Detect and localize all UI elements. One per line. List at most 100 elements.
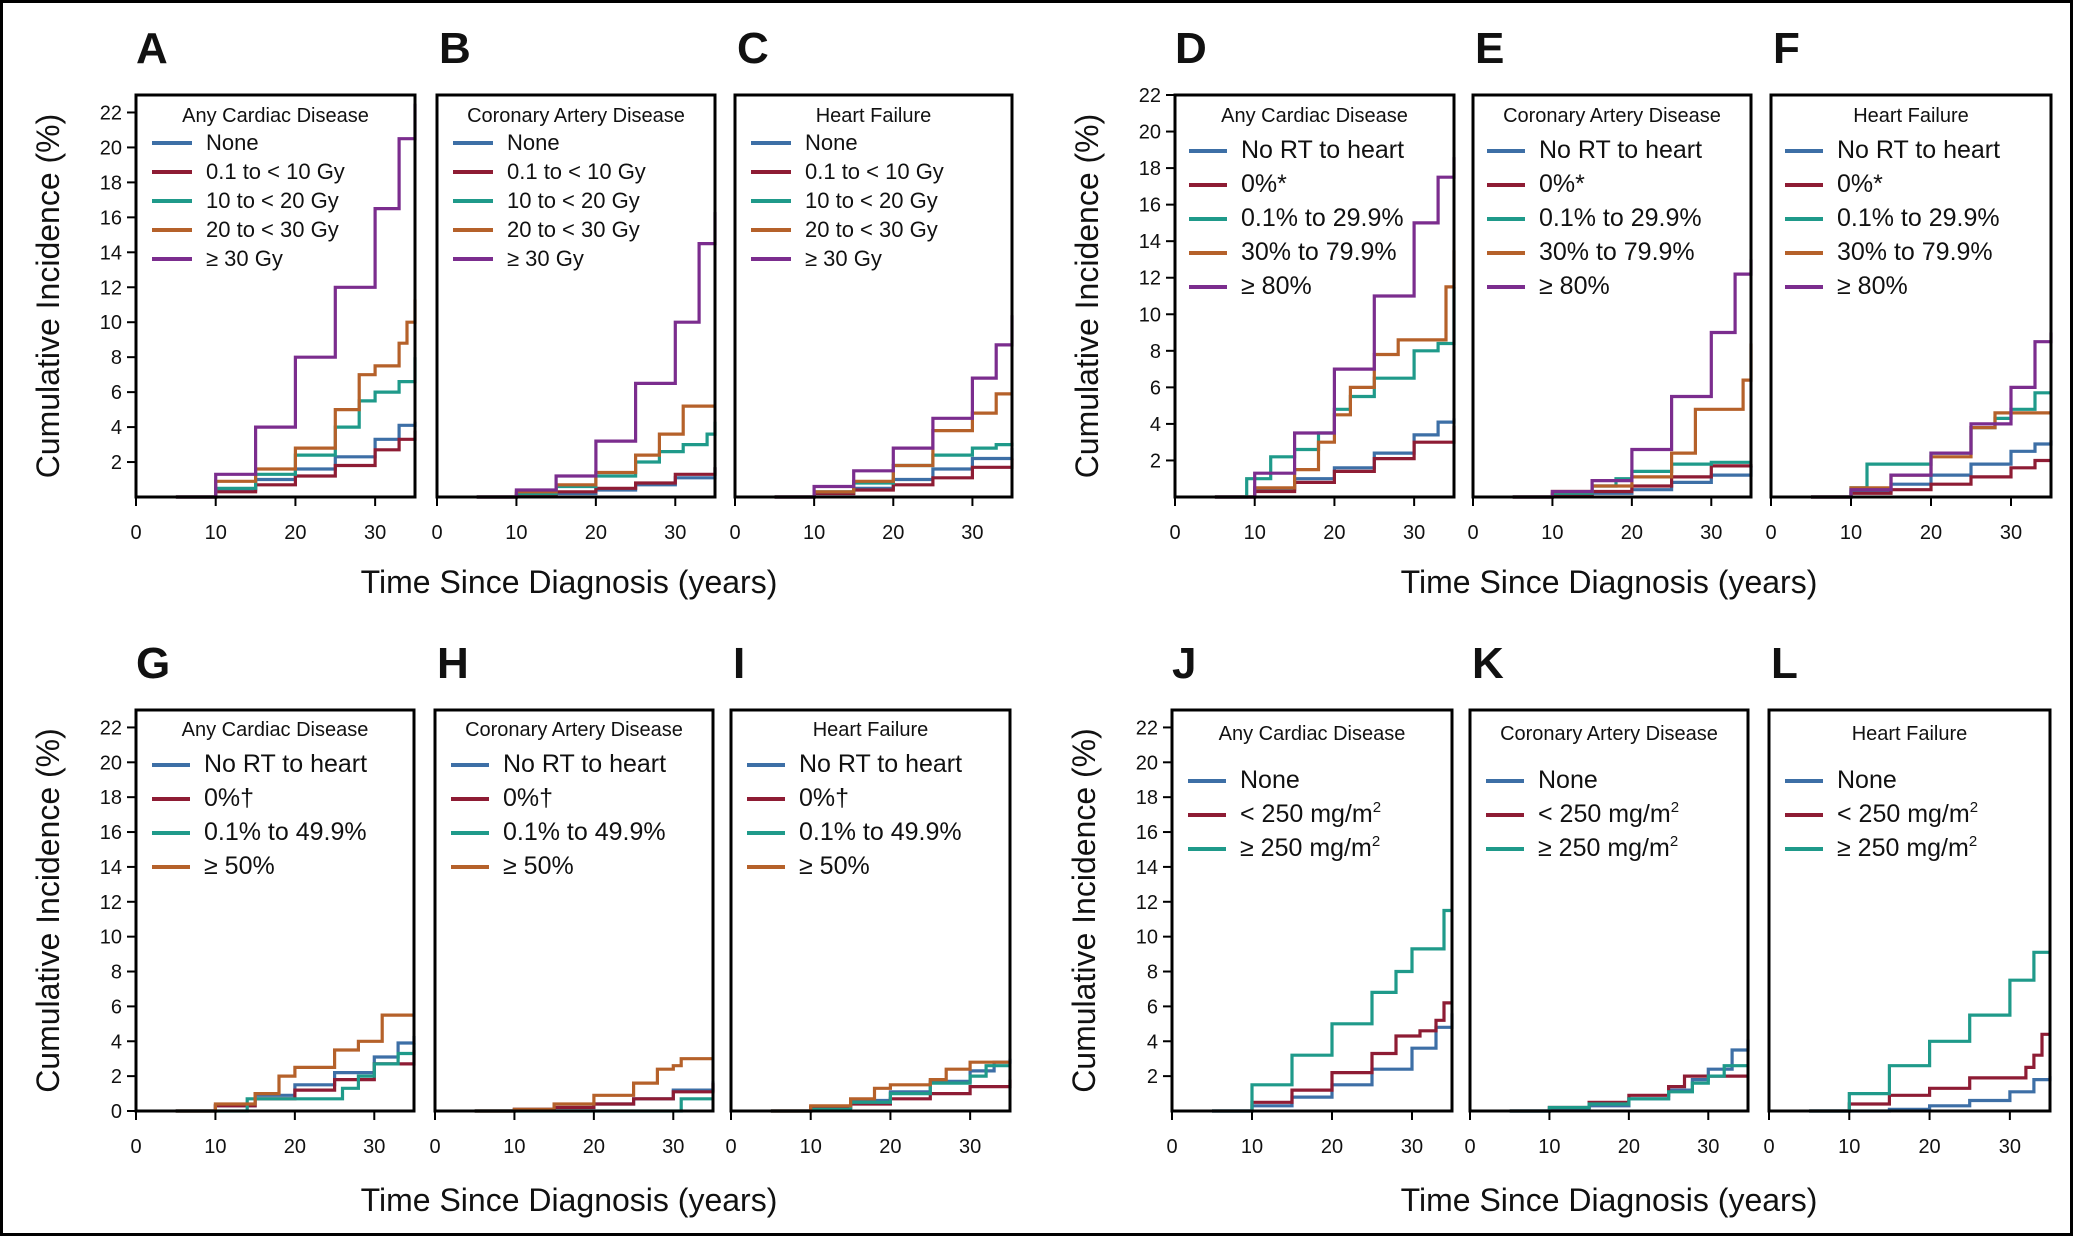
panel-letter: E	[1475, 24, 1504, 73]
legend-title: Coronary Artery Disease	[1500, 723, 1718, 745]
legend-label-purple: ≥ 80%	[1837, 272, 1908, 300]
x-tick-label: 10	[1241, 1136, 1263, 1158]
plot-frame	[134, 708, 416, 1113]
legend-label-orange: 20 to < 30 Gy	[206, 217, 339, 242]
panel-l: L 0 10 20 30 Heart Failure None < 250 mg/m2 ≥ 25…	[1763, 639, 2052, 1158]
y-tick-label: 10	[100, 312, 122, 334]
y-tick-label: 6	[111, 996, 122, 1018]
plot-frame	[1767, 708, 2052, 1113]
x-tick-label: 20	[583, 1136, 605, 1158]
legend-label-blue: None	[805, 130, 858, 155]
panel-f: F 0 10 20 30 Heart Failure No RT to heart 0%* 0.…	[1765, 24, 2053, 544]
plot-frame	[1173, 93, 1456, 499]
x-axis-title-bottom-left: Time Since Diagnosis (years)	[361, 1182, 778, 1218]
series-line-purple	[476, 212, 717, 499]
plot-frame	[733, 93, 1014, 499]
x-tick-label: 10	[803, 522, 825, 544]
y-tick-label: 8	[1147, 962, 1158, 984]
legend-label-orange: ≥ 50%	[503, 852, 574, 880]
panel-letter: H	[437, 639, 469, 688]
x-tick-label: 30	[1403, 522, 1425, 544]
plot-frame	[1769, 93, 2053, 499]
x-tick-label: 10	[505, 522, 527, 544]
x-tick-label: 0	[130, 522, 141, 544]
legend-title: Any Cardiac Disease	[182, 719, 369, 741]
x-tick-label: 10	[204, 1136, 226, 1158]
series-line-purple	[1214, 157, 1456, 499]
y-tick-label: 16	[100, 207, 122, 229]
legend-label-orange: 20 to < 30 Gy	[507, 217, 640, 242]
superscript: 2	[1373, 799, 1381, 816]
series-line-red	[1212, 1001, 1452, 1113]
panel-letter: I	[733, 639, 745, 688]
x-axis-title-top-left: Time Since Diagnosis (years)	[361, 564, 778, 600]
shared-axis-titles: Time Since Diagnosis (years) Time Since …	[361, 564, 1818, 1218]
legend-label-blue: No RT to heart	[799, 750, 962, 778]
panel-letter: F	[1773, 24, 1800, 73]
series-line-teal	[1512, 460, 1751, 499]
x-tick-label: 10	[1244, 522, 1266, 544]
panel-b: B 0 10 20 30 Coronary Artery Disease None 0.1 t…	[431, 24, 717, 544]
x-tick-label: 10	[503, 1136, 525, 1158]
legend-label-orange: 30% to 79.9%	[1837, 238, 1993, 266]
legend-label-purple: ≥ 30 Gy	[805, 246, 882, 271]
y-tick-label: 6	[1150, 377, 1161, 399]
panel-letter: L	[1771, 639, 1798, 688]
superscript: 2	[1970, 799, 1978, 816]
legend-label-blue: No RT to heart	[204, 750, 367, 778]
x-tick-label: 0	[429, 1136, 440, 1158]
legend-label-orange: 30% to 79.9%	[1539, 238, 1695, 266]
legend-label-teal: 10 to < 20 Gy	[507, 188, 640, 213]
plot-frame	[134, 93, 417, 499]
y-tick-label: 20	[1139, 122, 1161, 144]
y-tick-label: 20	[100, 137, 122, 159]
legend-label-blue: No RT to heart	[1241, 136, 1404, 164]
legend-title: Coronary Artery Disease	[467, 105, 685, 127]
legend-label-teal: ≥ 250 mg/m2	[1837, 833, 1977, 862]
plot-frame	[1468, 708, 1750, 1113]
series-line-purple	[1512, 259, 1753, 499]
x-tick-label: 30	[363, 1136, 385, 1158]
series-line-purple	[774, 315, 1014, 499]
legend-title: Coronary Artery Disease	[1503, 105, 1721, 127]
y-tick-label: 14	[100, 242, 122, 264]
y-tick-label: 22	[1139, 85, 1161, 107]
x-tick-label: 30	[1697, 1136, 1719, 1158]
legend-label-purple: ≥ 30 Gy	[206, 246, 283, 271]
legend-label-orange: 30% to 79.9%	[1241, 238, 1397, 266]
y-tick-label: 20	[1136, 752, 1158, 774]
legend-label-orange: ≥ 50%	[799, 852, 870, 880]
y-tick-label: 8	[1150, 341, 1161, 363]
legend-title: Heart Failure	[1852, 723, 1968, 745]
legend-label-red: 0%*	[1539, 170, 1585, 198]
x-tick-label: 20	[1323, 522, 1345, 544]
legend-label-blue: None	[1240, 766, 1300, 794]
panel-h: H 0 10 20 30 Coronary Artery Disease No RT to …	[429, 639, 715, 1158]
series-line-red	[1811, 458, 2051, 499]
legend-label-purple: ≥ 30 Gy	[507, 246, 584, 271]
x-tick-label: 20	[585, 522, 607, 544]
legend-title: Heart Failure	[1853, 105, 1969, 127]
x-tick-label: 0	[725, 1136, 736, 1158]
legend-title: Any Cardiac Disease	[1221, 105, 1408, 127]
x-tick-label: 0	[1464, 1136, 1475, 1158]
series-line-orange	[770, 1060, 1010, 1113]
y-tick-label: 18	[1136, 787, 1158, 809]
series-line-red	[175, 430, 417, 499]
legend-label-teal: 0.1% to 49.9%	[799, 818, 962, 846]
panel-k: K 0 10 20 30 Coronary Artery Disease None < 250…	[1464, 639, 1750, 1158]
legend-title: Heart Failure	[813, 719, 929, 741]
legend-title: Heart Failure	[816, 105, 932, 127]
series-line-orange	[774, 392, 1012, 499]
panel-letter: C	[737, 24, 769, 73]
x-tick-label: 20	[1918, 1136, 1940, 1158]
x-tick-label: 20	[882, 522, 904, 544]
legend-label-red: < 250 mg/m2	[1240, 799, 1381, 828]
y-axis-title: Cumulative Incidence (%)	[30, 728, 66, 1093]
panel-letter: K	[1472, 639, 1504, 688]
legend-label-red: 0%†	[204, 784, 254, 812]
y-tick-label: 12	[100, 277, 122, 299]
legend-label-teal: 0.1% to 29.9%	[1539, 204, 1702, 232]
legend-label-teal: ≥ 250 mg/m2	[1240, 833, 1380, 862]
